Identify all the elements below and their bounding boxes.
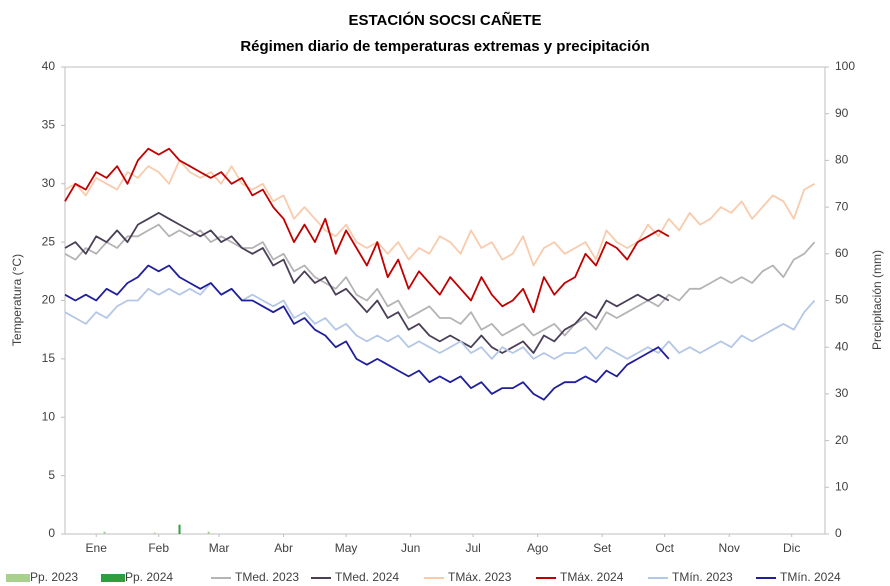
y-tick-label: 40: [42, 59, 56, 73]
y-tick-label: 0: [48, 526, 55, 540]
y2-tick-label: 60: [835, 246, 849, 260]
y-tick-label: 30: [42, 176, 56, 190]
legend-label: TMed. 2024: [335, 570, 399, 584]
x-tick-label: Abr: [274, 541, 293, 555]
x-tick-label: Nov: [719, 541, 740, 555]
y2-tick-label: 90: [835, 106, 849, 120]
y2-tick-label: 100: [835, 59, 855, 73]
plot-frame: [64, 66, 826, 535]
x-tick-label: May: [335, 541, 358, 555]
x-tick-label: Jul: [465, 541, 480, 555]
precip-bar: [103, 531, 106, 534]
legend-label: Pp. 2023: [30, 570, 78, 584]
legend-label: TMín. 2023: [672, 570, 733, 584]
temperature-line: [64, 223, 816, 337]
x-tick-label: Dic: [783, 541, 800, 555]
legend-label: Pp. 2024: [125, 570, 173, 584]
precip-bar: [153, 532, 156, 534]
y2-axis-title: Precipitación (mm): [870, 250, 884, 350]
x-tick-label: Ene: [86, 541, 108, 555]
y2-tick-label: 40: [835, 339, 849, 353]
y2-tick-label: 80: [835, 153, 849, 167]
temperature-line: [64, 264, 670, 401]
x-tick-label: Set: [593, 541, 612, 555]
x-tick-label: Ago: [527, 541, 549, 555]
x-tick-label: Jun: [401, 541, 420, 555]
x-tick-label: Feb: [148, 541, 169, 555]
y-tick-label: 10: [42, 409, 56, 423]
temperature-line: [64, 159, 816, 267]
y2-tick-label: 70: [835, 199, 849, 213]
y2-tick-label: 30: [835, 386, 849, 400]
legend-label: TMáx. 2023: [448, 570, 512, 584]
temperature-line: [64, 282, 816, 360]
y-tick-label: 35: [42, 118, 56, 132]
y2-tick-label: 0: [835, 526, 842, 540]
y-axis-title: Temperatura (°C): [10, 254, 24, 346]
x-tick-label: Oct: [655, 541, 674, 555]
y-tick-label: 25: [42, 234, 56, 248]
y-tick-label: 5: [48, 468, 55, 482]
y2-tick-label: 50: [835, 293, 849, 307]
legend-swatch: [101, 574, 125, 582]
y-tick-label: 15: [42, 351, 56, 365]
precip-bar: [207, 531, 210, 534]
y2-tick-label: 20: [835, 433, 849, 447]
chart-title: ESTACIÓN SOCSI CAÑETE: [348, 11, 541, 29]
chart-subtitle: Régimen diario de temperaturas extremas …: [240, 38, 649, 55]
y-tick-label: 20: [42, 293, 56, 307]
legend-label: TMáx. 2024: [560, 570, 624, 584]
legend-label: TMed. 2023: [235, 570, 299, 584]
precip-bar: [178, 524, 181, 534]
y2-tick-label: 10: [835, 479, 849, 493]
x-tick-label: Mar: [209, 541, 230, 555]
legend-label: TMín. 2024: [780, 570, 841, 584]
temperature-line: [64, 147, 670, 314]
temperature-line: [64, 212, 670, 354]
legend-swatch: [6, 574, 30, 582]
